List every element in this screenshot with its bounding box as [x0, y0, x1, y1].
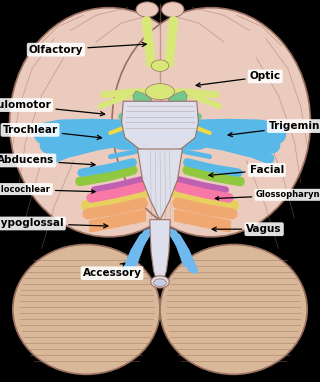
Text: Facial: Facial [209, 165, 284, 177]
Polygon shape [168, 91, 187, 108]
Text: Trigeminal: Trigeminal [228, 121, 320, 137]
Polygon shape [138, 149, 182, 220]
Ellipse shape [151, 276, 169, 288]
Text: Olfactory: Olfactory [29, 42, 146, 55]
Ellipse shape [136, 2, 158, 17]
Polygon shape [150, 220, 170, 285]
Ellipse shape [10, 8, 208, 237]
Ellipse shape [151, 60, 169, 71]
Ellipse shape [13, 244, 160, 374]
Text: Glossopharyngeal: Glossopharyngeal [215, 190, 320, 200]
Text: Vagus: Vagus [212, 224, 282, 234]
Text: Abducens: Abducens [0, 155, 95, 167]
Text: Accessory: Accessory [83, 263, 141, 278]
Text: Hypoglossal: Hypoglossal [0, 219, 108, 228]
Ellipse shape [160, 244, 307, 374]
Ellipse shape [112, 8, 310, 237]
Text: Oculomotor: Oculomotor [0, 100, 105, 116]
Polygon shape [133, 91, 152, 108]
Text: Optic: Optic [196, 71, 281, 87]
Ellipse shape [154, 279, 166, 286]
Polygon shape [122, 101, 198, 153]
Text: Vestibulocochlear: Vestibulocochlear [0, 185, 95, 194]
Ellipse shape [146, 84, 174, 100]
Ellipse shape [162, 2, 184, 17]
Text: Trochlear: Trochlear [3, 125, 101, 139]
